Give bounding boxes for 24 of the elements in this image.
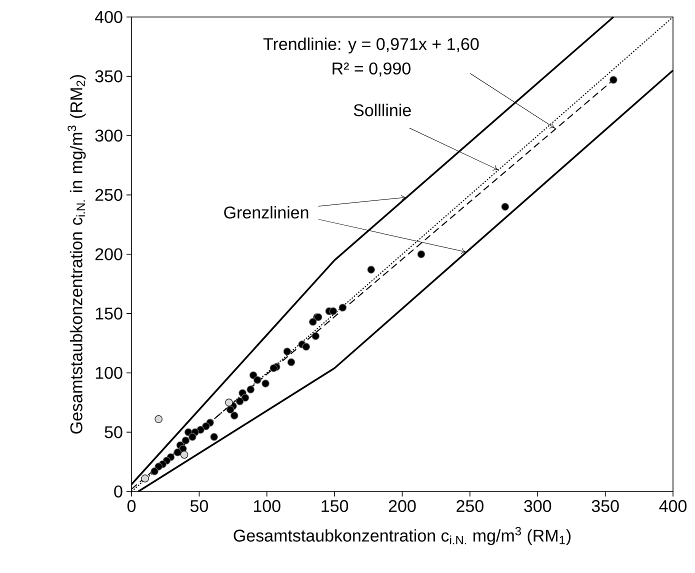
annotation: R² = 0,990 <box>332 62 410 77</box>
y-tick-label: 250 <box>95 188 122 201</box>
x-tick-label: 250 <box>456 500 484 512</box>
y-tick-label: 0 <box>114 485 122 498</box>
x-tick-label: 0 <box>127 500 136 512</box>
x-tick-label: 100 <box>254 500 280 512</box>
x-tick-label: 150 <box>322 500 348 512</box>
x-tick-label: 50 <box>190 500 208 512</box>
y-tick-label: 350 <box>95 70 122 82</box>
x-tick-label: 350 <box>592 500 619 512</box>
y-tick-label: 150 <box>96 308 122 320</box>
y-tick-label: 300 <box>95 130 122 142</box>
x-tick-label: 400 <box>659 500 687 512</box>
y-tick-label: 200 <box>95 248 122 260</box>
y-tick-label: 400 <box>94 10 122 24</box>
annotation: Trendlinie: y = 0,971x + 1,60 <box>263 38 479 54</box>
y-axis-title: Gesamtstaubkonzentration c$_{i.N.}$ in mg/m$^{3}$ (RM$_{2}$) <box>68 75 86 434</box>
y-tick-label: 50 <box>104 426 122 438</box>
y-tick-label: 100 <box>96 366 122 379</box>
x-axis-title: Gesamtstaubkonzentration c$_{i.N.}$ mg/m$^{3}$ (RM$_{1}$) <box>234 526 571 546</box>
annotation: Solllinie <box>354 104 411 116</box>
x-tick-label: 300 <box>524 500 552 512</box>
annotation: Grenzlinien <box>224 206 308 219</box>
x-tick-label: 200 <box>388 500 416 512</box>
